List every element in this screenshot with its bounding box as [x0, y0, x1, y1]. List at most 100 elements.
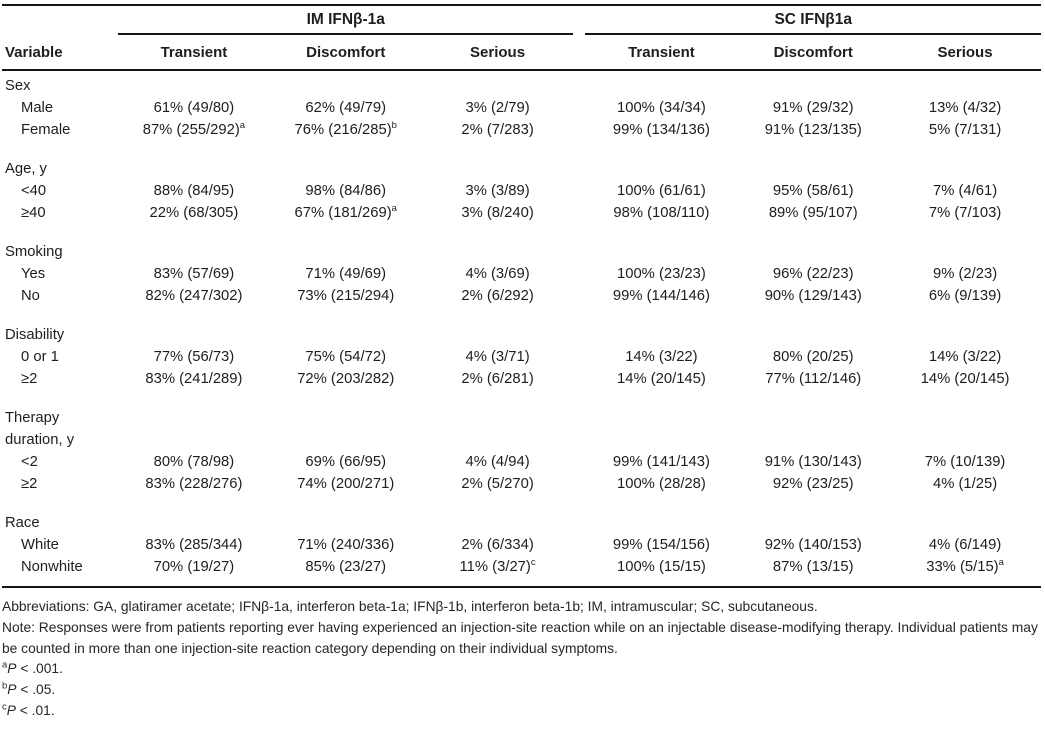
data-cell: 14% (3/22): [928, 349, 1002, 365]
pvalue-symbol: P: [7, 682, 17, 698]
table-row: Female 87% (255/292)a 76% (216/285)b 2% (7/…: [2, 119, 1041, 141]
pvalue-note-b: bP < .05.: [2, 680, 1041, 701]
section-label-row: Age, y: [2, 158, 1041, 180]
section-label-row: Race: [2, 512, 1041, 534]
column-header-sc-transient: Transient: [628, 44, 695, 61]
table-row: <2 80% (78/98) 69% (66/95) 4% (4/94) 99% (14…: [2, 451, 1041, 473]
data-cell: 98% (108/110): [613, 205, 710, 221]
footnotes: Abbreviations: GA, glatiramer acetate; I…: [2, 597, 1041, 722]
significance-marker: a: [391, 203, 397, 215]
data-cell: 99% (134/136): [612, 122, 710, 138]
significance-marker: b: [391, 120, 397, 132]
data-cell: 100% (28/28): [616, 476, 706, 492]
data-cell: 11% (3/27)c: [459, 557, 536, 575]
data-cell: 92% (23/25): [772, 476, 854, 492]
pvalue-note-a: aP < .001.: [2, 659, 1041, 680]
row-label: ≥2: [21, 476, 38, 492]
data-cell: 4% (3/69): [465, 266, 530, 282]
data-cell: 9% (2/23): [932, 266, 998, 282]
pvalue-symbol: P: [7, 661, 17, 677]
table-row: No 82% (247/302) 73% (215/294) 2% (6/292) 99…: [2, 285, 1041, 307]
group-header-im: IM IFNβ-1a: [118, 11, 574, 35]
data-cell: 83% (228/276): [145, 476, 243, 492]
data-cell: 6% (9/139): [928, 288, 1002, 304]
section-label: Therapy duration, y: [5, 410, 75, 448]
table-row: Nonwhite 70% (19/27) 85% (23/27) 11% (3/27)…: [2, 556, 1041, 578]
data-cell: 100% (23/23): [616, 266, 706, 282]
section-label: Disability: [5, 327, 65, 343]
pvalue-note-c: cP < .01.: [2, 701, 1041, 722]
data-cell: 83% (285/344): [145, 537, 243, 553]
data-cell: 5% (7/131): [928, 122, 1002, 138]
table-section: Disability 0 or 1 77% (56/73) 75% (54/72) 4%…: [2, 324, 1041, 390]
significance-marker: a: [239, 120, 246, 132]
data-cell: 80% (20/25): [772, 349, 854, 365]
pvalue-symbol: P: [6, 702, 16, 718]
data-cell: 100% (15/15): [616, 559, 706, 575]
row-label: 0 or 1: [21, 349, 59, 365]
column-header-im-transient: Transient: [160, 44, 228, 61]
data-cell: 88% (84/95): [153, 183, 235, 199]
data-cell: 85% (23/27): [305, 559, 387, 575]
table-row: Male 61% (49/80) 62% (49/79) 3% (2/79) 100% …: [2, 97, 1041, 119]
column-header-row: Variable Transient Discomfort Serious Tr…: [2, 35, 1041, 64]
data-cell: 61% (49/80): [153, 100, 235, 116]
data-cell: 22% (68/305): [149, 205, 239, 221]
pvalue-text: < .01.: [15, 702, 55, 718]
section-label: Sex: [5, 78, 31, 94]
data-cell: 2% (5/270): [461, 476, 534, 492]
table-row: ≥2 83% (228/276) 74% (200/271) 2% (5/270) 10…: [2, 473, 1041, 495]
data-cell: 4% (3/71): [465, 349, 530, 365]
data-cell: 73% (215/294): [297, 288, 395, 304]
data-cell: 71% (49/69): [305, 266, 387, 282]
data-cell: 2% (6/292): [461, 288, 534, 304]
table-section: Age, y <40 88% (84/95) 98% (84/86) 3% (3/89)…: [2, 158, 1041, 224]
data-cell: 80% (78/98): [153, 454, 235, 470]
data-cell: 91% (130/143): [764, 454, 862, 470]
row-label: White: [21, 537, 59, 553]
data-cell: 2% (6/334): [461, 537, 534, 553]
top-rule: [2, 4, 1041, 6]
row-label: <40: [21, 183, 47, 199]
data-cell: 92% (140/153): [764, 537, 862, 553]
data-cell: 83% (241/289): [145, 371, 243, 387]
data-cell: 77% (112/146): [765, 371, 862, 387]
footnote-marker: a: [2, 659, 8, 671]
column-header-im-discomfort: Discomfort: [306, 44, 386, 61]
section-label: Age, y: [5, 161, 47, 177]
significance-marker: c: [530, 557, 536, 569]
pvalue-text: < .001.: [16, 661, 63, 677]
column-header-sc-serious: Serious: [937, 44, 993, 61]
data-cell: 70% (19/27): [153, 559, 235, 575]
table-section: Therapy duration, y <2 80% (78/98) 69% (66/…: [2, 407, 1041, 495]
section-label-row: Disability: [2, 324, 1041, 346]
row-label: Yes: [21, 266, 46, 282]
section-label-row: Sex: [2, 75, 1041, 97]
section-label-row: Smoking: [2, 241, 1041, 263]
data-cell: 3% (3/89): [465, 183, 530, 199]
column-header-variable: Variable: [5, 44, 63, 61]
table-body: Sex Male 61% (49/80) 62% (49/79) 3% (2/79) 10…: [2, 75, 1041, 578]
group-header-sc: SC IFNβ1a: [585, 11, 1041, 35]
data-cell: 76% (216/285)b: [294, 120, 397, 138]
row-label: ≥2: [21, 371, 38, 387]
data-cell: 14% (3/22): [625, 349, 698, 365]
data-cell: 71% (240/336): [297, 537, 395, 553]
data-cell: 3% (2/79): [465, 100, 530, 116]
bottom-rule: [2, 586, 1041, 588]
table-row: ≥2 83% (241/289) 72% (203/282) 2% (6/281) 14…: [2, 368, 1041, 390]
data-cell: 83% (57/69): [153, 266, 235, 282]
row-label: Nonwhite: [21, 559, 83, 575]
data-cell: 87% (13/15): [772, 559, 854, 575]
table-row: Yes 83% (57/69) 71% (49/69) 4% (3/69) 100% (…: [2, 263, 1041, 285]
footnote-marker: b: [2, 680, 8, 692]
data-cell: 96% (22/23): [772, 266, 854, 282]
group-header-row: IM IFNβ-1a SC IFNβ1a: [2, 11, 1041, 35]
table-row: White 83% (285/344) 71% (240/336) 2% (6/334…: [2, 534, 1041, 556]
data-cell: 90% (129/143): [764, 288, 862, 304]
data-cell: 7% (4/61): [932, 183, 998, 199]
data-cell: 89% (95/107): [768, 205, 858, 221]
column-header-sc-discomfort: Discomfort: [773, 44, 853, 61]
abbreviations-note: Abbreviations: GA, glatiramer acetate; I…: [2, 599, 818, 614]
